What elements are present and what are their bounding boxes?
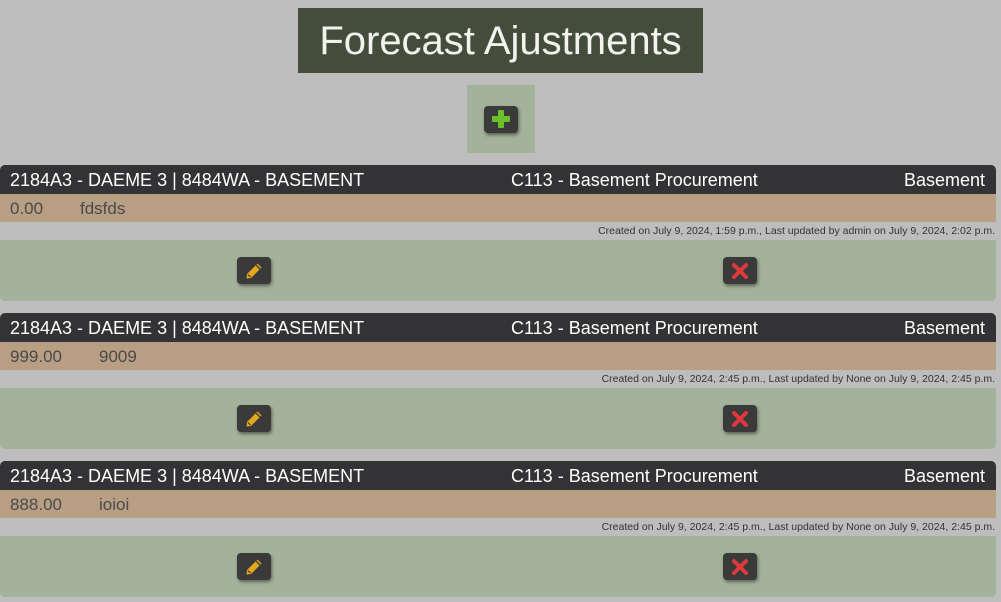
adjustment-card: 2184A3 - DAEME 3 | 8484WA - BASEMENT C11… [0, 313, 996, 449]
adjustment-values: 999.00 9009 [0, 342, 996, 370]
adjustment-area: Basement [903, 170, 985, 190]
title-container: Forecast Ajustments [0, 0, 1001, 73]
adjustment-meta: Created on July 9, 2024, 2:45 p.m., Last… [601, 521, 995, 533]
add-button-panel [466, 85, 535, 153]
edit-button[interactable] [237, 257, 271, 284]
delete-button[interactable] [723, 405, 757, 432]
adjustment-card: 2184A3 - DAEME 3 | 8484WA - BASEMENT C11… [0, 165, 996, 301]
adjustment-category: C113 - Basement Procurement [511, 170, 758, 190]
adjustment-actions [0, 536, 996, 597]
pencil-icon [246, 559, 262, 574]
adjustment-category: C113 - Basement Procurement [511, 318, 758, 338]
adjustment-actions [0, 240, 996, 301]
adjustment-amount: 999.00 [10, 347, 62, 366]
adjustment-actions [0, 388, 996, 449]
page-title: Forecast Ajustments [298, 8, 703, 73]
edit-button[interactable] [237, 553, 271, 580]
adjustment-area: Basement [903, 318, 985, 338]
adjustment-header: 2184A3 - DAEME 3 | 8484WA - BASEMENT C11… [0, 313, 996, 342]
delete-button[interactable] [723, 553, 757, 580]
adjustment-location: 2184A3 - DAEME 3 | 8484WA - BASEMENT [10, 318, 365, 338]
add-container [0, 85, 1001, 153]
adjustment-list: 2184A3 - DAEME 3 | 8484WA - BASEMENT C11… [0, 165, 996, 602]
adjustment-location: 2184A3 - DAEME 3 | 8484WA - BASEMENT [10, 170, 365, 190]
pencil-icon [246, 411, 262, 426]
close-icon [732, 410, 748, 427]
adjustment-location: 2184A3 - DAEME 3 | 8484WA - BASEMENT [10, 466, 365, 486]
close-icon [732, 558, 748, 575]
close-icon [732, 262, 748, 279]
adjustment-area: Basement [903, 466, 985, 486]
adjustment-note: ioioi [99, 495, 130, 514]
adjustment-category: C113 - Basement Procurement [511, 466, 758, 486]
adjustment-values: 0.00 fdsfds [0, 194, 996, 222]
plus-icon [491, 110, 510, 128]
adjustment-header: 2184A3 - DAEME 3 | 8484WA - BASEMENT C11… [0, 165, 996, 194]
delete-button[interactable] [723, 257, 757, 284]
pencil-icon [246, 263, 262, 278]
adjustment-note: fdsfds [80, 199, 126, 218]
adjustment-meta: Created on July 9, 2024, 1:59 p.m., Last… [598, 225, 995, 237]
adjustment-header: 2184A3 - DAEME 3 | 8484WA - BASEMENT C11… [0, 461, 996, 490]
adjustment-note: 9009 [99, 347, 137, 366]
adjustment-values: 888.00 ioioi [0, 490, 996, 518]
add-adjustment-button[interactable] [483, 105, 518, 133]
adjustment-amount: 888.00 [10, 495, 62, 514]
edit-button[interactable] [237, 405, 271, 432]
adjustment-amount: 0.00 [10, 199, 44, 218]
adjustment-card: 2184A3 - DAEME 3 | 8484WA - BASEMENT C11… [0, 461, 996, 597]
adjustment-meta: Created on July 9, 2024, 2:45 p.m., Last… [601, 373, 995, 385]
